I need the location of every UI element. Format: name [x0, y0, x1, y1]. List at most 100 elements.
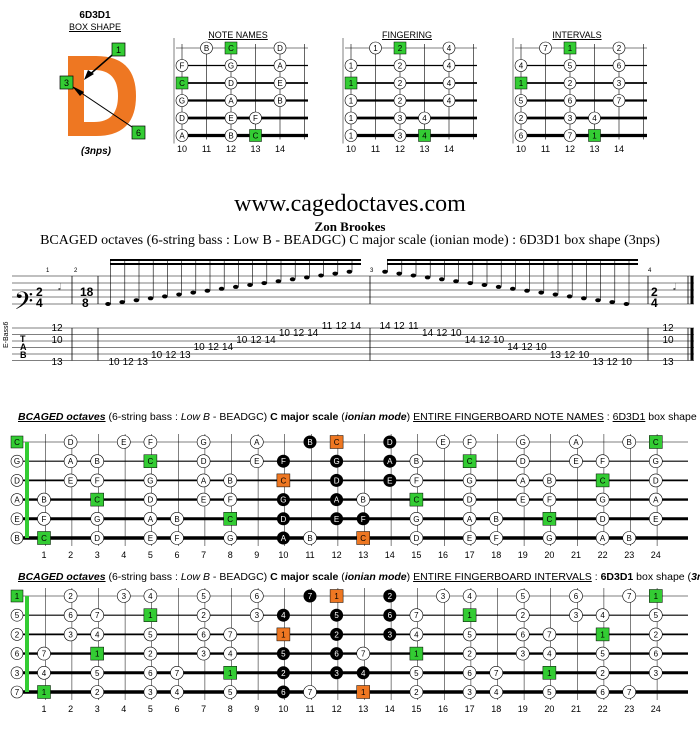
staff-note — [105, 302, 111, 306]
note-label: D — [467, 496, 473, 505]
note-marker — [436, 589, 450, 603]
note-label: 2 — [388, 592, 393, 601]
root-marker — [90, 492, 104, 507]
board-fret-number: 18 — [491, 704, 501, 714]
note-marker — [622, 589, 637, 603]
shape-number: 3 — [64, 78, 69, 88]
open-note-marker — [10, 666, 24, 680]
note-marker — [515, 473, 530, 488]
note-label: 2 — [201, 611, 206, 620]
note-label: A — [68, 457, 74, 466]
diagram-fret-number: 12 — [225, 144, 236, 154]
diagram-note-label: 1 — [519, 79, 524, 88]
diagram-note-label: 2 — [398, 44, 403, 53]
note-label: 1 — [148, 611, 153, 620]
note-label: G — [94, 515, 100, 524]
diagram-note-label: E — [277, 79, 282, 88]
diagram-root-marker — [175, 76, 189, 90]
note-marker — [409, 512, 424, 526]
shape-note-marker — [330, 473, 344, 487]
note-marker — [648, 646, 663, 661]
note-marker — [63, 454, 78, 469]
board-fret-number: 8 — [228, 550, 233, 560]
note-label: D — [334, 476, 340, 485]
board-fret-number: 7 — [201, 704, 206, 714]
diagram-note-marker — [442, 94, 456, 107]
diagram-note-label: 4 — [447, 62, 452, 71]
diagram-note-label: 5 — [568, 62, 573, 71]
diagram-root-marker — [344, 76, 358, 90]
note-label: F — [600, 457, 605, 466]
shape-note-marker — [383, 435, 397, 449]
note-label: 4 — [467, 592, 472, 601]
diagram-note-marker — [224, 94, 238, 107]
note-marker — [196, 627, 211, 642]
note-label: G — [200, 438, 206, 447]
open-note-marker — [10, 493, 24, 506]
note-label: B — [414, 457, 419, 466]
note-label: F — [281, 457, 286, 466]
note-marker — [622, 435, 637, 449]
shape-note-marker — [383, 589, 397, 603]
tab-number: 12 — [479, 335, 491, 346]
note-marker — [90, 608, 104, 623]
note-marker — [542, 473, 557, 488]
note-marker — [196, 454, 211, 469]
subtitle: BCAGED octaves (6-string bass : Low B - … — [40, 233, 660, 248]
board-fret-number: 21 — [571, 704, 581, 714]
note-label: 7 — [361, 650, 366, 659]
time-sig-bottom: 8 — [82, 296, 89, 310]
note-label: A — [653, 496, 659, 505]
note-marker — [595, 512, 610, 526]
staff-note — [162, 294, 168, 299]
note-label: F — [42, 515, 47, 524]
staff-note — [261, 281, 268, 286]
measure-number: 4 — [648, 268, 652, 274]
shape-root-marker — [329, 589, 344, 603]
diagram-note-label: 3 — [617, 79, 622, 88]
diagram-note-marker — [393, 94, 407, 107]
fingering-diagram: 1 2 4 1 2 4 1 2 4 1 2 4 1 3 4 1 3 4 — [342, 38, 477, 144]
note-marker — [143, 666, 158, 680]
board-fret-number: 15 — [411, 704, 421, 714]
measure-number: 2 — [74, 268, 78, 274]
note-marker — [515, 646, 530, 661]
shape-note-marker — [330, 512, 344, 526]
note-marker — [462, 473, 477, 488]
diagram-note-label: F — [180, 62, 185, 71]
shape-number: 6 — [136, 128, 141, 138]
note-marker — [409, 454, 424, 469]
note-label: 4 — [361, 669, 366, 678]
note-label: 2 — [334, 630, 339, 639]
note-marker — [196, 473, 211, 488]
diagram-note-marker — [200, 41, 213, 55]
diagram-note-label: F — [253, 114, 258, 123]
shape-root-marker — [356, 685, 370, 699]
site-url[interactable]: www.cagedoctaves.com — [234, 191, 466, 217]
tab-number: 10 — [536, 342, 548, 353]
note-marker — [63, 589, 78, 603]
diagram-note-marker — [273, 94, 287, 107]
note-label: 5 — [654, 611, 659, 620]
note-marker — [143, 473, 158, 488]
tab-number: 12 — [165, 350, 177, 361]
root-marker — [542, 512, 557, 526]
diagram-note-label: 1 — [349, 79, 354, 88]
measure-number: 1 — [46, 268, 50, 274]
note-label: 2 — [414, 688, 419, 697]
board-fret-number: 15 — [411, 550, 421, 560]
root-marker — [223, 512, 237, 526]
diagram-note-marker — [514, 94, 528, 107]
board-fret-number: 9 — [254, 550, 259, 560]
note-marker — [249, 608, 264, 623]
diagram-fret-number: 11 — [370, 144, 381, 154]
diagram-note-marker — [175, 129, 189, 142]
note-label: 5 — [228, 688, 233, 697]
note-marker — [356, 646, 371, 661]
note-names-diagram: B C D F G A C D E G A B D E F A B C — [173, 38, 308, 144]
note-label: C — [227, 515, 233, 524]
staff-note — [218, 286, 225, 291]
staff-note — [410, 273, 417, 278]
open-note-marker — [10, 454, 24, 468]
note-label: G — [333, 457, 339, 466]
